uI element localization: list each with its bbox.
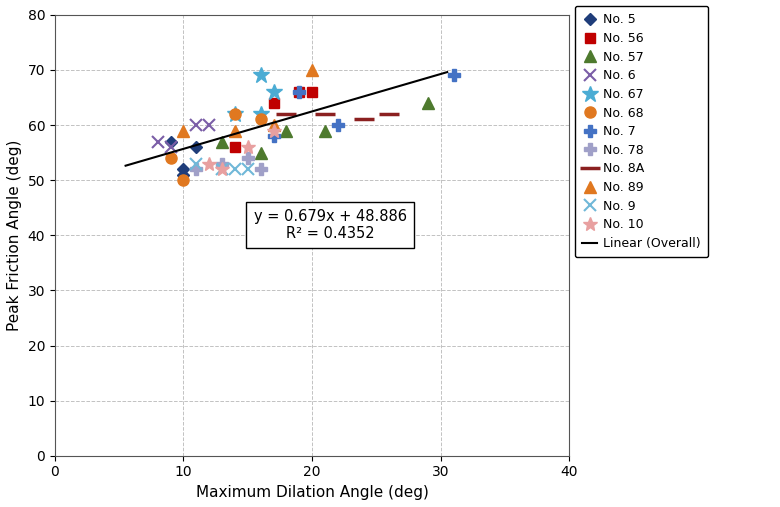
Line: No. 10: No. 10: [202, 124, 281, 176]
No. 78: [243, 155, 253, 161]
No. 5: [179, 171, 188, 177]
Line: No. 9: No. 9: [190, 157, 254, 175]
Linear (Overall): [442, 69, 452, 75]
No. 9: [230, 166, 239, 172]
No. 8A: [359, 117, 368, 123]
No. 78: [256, 166, 265, 172]
No. 7: [269, 133, 278, 139]
No. 6: [166, 144, 176, 150]
Line: No. 8A: No. 8A: [277, 104, 399, 129]
Text: y = 0.679x + 48.886
R² = 0.4352: y = 0.679x + 48.886 R² = 0.4352: [254, 209, 406, 241]
No. 78: [218, 161, 227, 167]
Linear (Overall): [121, 163, 130, 169]
Line: No. 67: No. 67: [227, 67, 282, 122]
Line: No. 57: No. 57: [217, 97, 434, 158]
Line: No. 68: No. 68: [165, 108, 266, 186]
Y-axis label: Peak Friction Angle (deg): Peak Friction Angle (deg): [7, 139, 22, 331]
No. 7: [333, 122, 342, 128]
No. 5: [179, 166, 188, 172]
Legend: No. 5, No. 56, No. 57, No. 6, No. 67, No. 68, No. 7, No. 78, No. 8A, No. 89, No.: No. 5, No. 56, No. 57, No. 6, No. 67, No…: [575, 6, 708, 258]
Line: No. 7: No. 7: [268, 69, 460, 142]
No. 8A: [385, 111, 394, 117]
Line: No. 56: No. 56: [230, 87, 317, 152]
No. 10: [204, 161, 214, 167]
No. 5: [192, 144, 201, 150]
No. 9: [243, 166, 253, 172]
No. 57: [256, 150, 265, 156]
No. 56: [230, 144, 239, 150]
No. 9: [192, 161, 201, 167]
No. 10: [269, 127, 278, 133]
No. 5: [166, 138, 176, 144]
No. 8A: [321, 111, 330, 117]
No. 78: [192, 166, 201, 172]
No. 89: [307, 67, 317, 73]
No. 89: [179, 127, 188, 133]
No. 7: [295, 89, 304, 95]
No. 57: [424, 100, 433, 106]
No. 6: [204, 122, 214, 128]
No. 67: [256, 73, 265, 79]
No. 89: [230, 127, 239, 133]
No. 10: [243, 144, 253, 150]
No. 57: [321, 127, 330, 133]
Line: No. 5: No. 5: [166, 137, 200, 179]
Line: Linear (Overall): Linear (Overall): [126, 72, 447, 166]
No. 56: [269, 100, 278, 106]
No. 56: [295, 89, 304, 95]
No. 7: [449, 73, 459, 79]
No. 68: [256, 117, 265, 123]
No. 67: [256, 111, 265, 117]
No. 57: [218, 138, 227, 144]
Line: No. 6: No. 6: [151, 119, 215, 153]
No. 57: [282, 127, 291, 133]
No. 8A: [282, 111, 291, 117]
No. 68: [230, 111, 239, 117]
No. 10: [218, 166, 227, 172]
No. 68: [179, 177, 188, 183]
No. 56: [307, 89, 317, 95]
Line: No. 89: No. 89: [178, 64, 317, 136]
No. 6: [192, 122, 201, 128]
No. 89: [269, 122, 278, 128]
No. 67: [269, 89, 278, 95]
No. 68: [166, 155, 176, 161]
No. 6: [153, 138, 162, 144]
X-axis label: Maximum Dilation Angle (deg): Maximum Dilation Angle (deg): [196, 485, 428, 500]
No. 67: [230, 111, 239, 117]
No. 9: [218, 166, 227, 172]
Line: No. 78: No. 78: [190, 152, 267, 175]
